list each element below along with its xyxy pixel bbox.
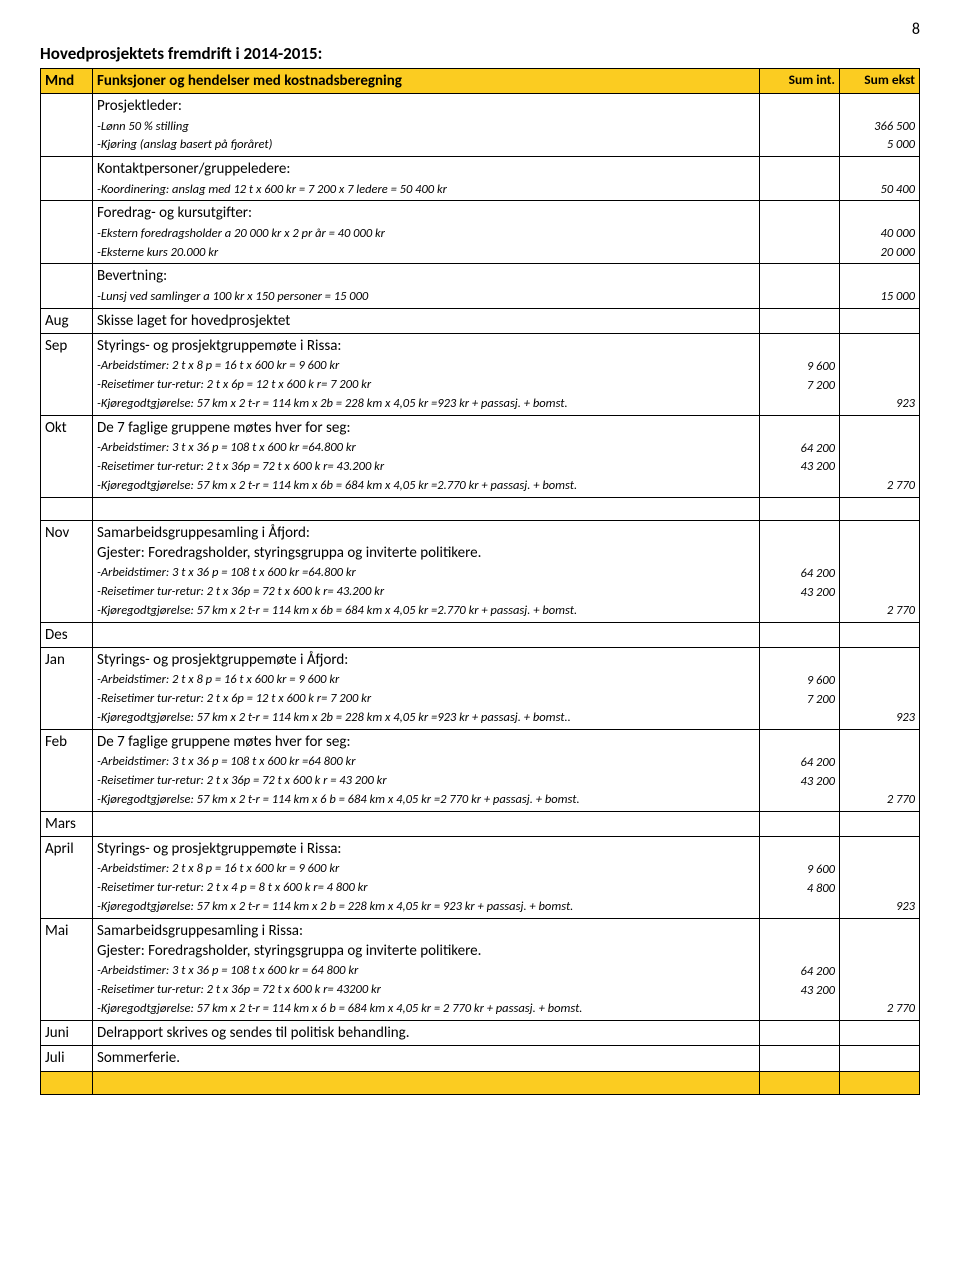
header-func: Funksjoner og hendelser med kostnadsbere… <box>93 69 760 94</box>
month-label: Mars <box>41 811 93 836</box>
row-okt: Okt De 7 faglige gruppene møtes hver for… <box>41 415 920 497</box>
header-sum-int: Sum int. <box>760 69 840 94</box>
section-head: Samarbeidsgruppesamling i Rissa: <box>97 921 755 941</box>
value: 9 600 4 800 <box>807 862 835 896</box>
section-head: De 7 faglige gruppene møtes hver for seg… <box>97 732 755 752</box>
line-item: -Reisetimer tur-retur: 2 t x 36p = 72 t … <box>97 584 384 599</box>
row-nov: Nov Samarbeidsgruppesamling i Åfjord: Gj… <box>41 520 920 622</box>
section-head: Delrapport skrives og sendes til politis… <box>97 1023 755 1043</box>
value: 2 770 <box>887 603 915 618</box>
value: 9 600 7 200 <box>807 673 835 707</box>
section-head: Kontaktpersoner/gruppeledere: <box>97 159 755 179</box>
value: 2 770 <box>887 1001 915 1016</box>
section-head: Styrings- og prosjektgruppemøte i Rissa: <box>97 839 755 859</box>
row-feb: Feb De 7 faglige gruppene møtes hver for… <box>41 729 920 811</box>
month-label: Okt <box>41 415 93 497</box>
value: 64 200 43 200 <box>800 441 835 475</box>
month-label: Aug <box>41 308 93 333</box>
row-footer <box>41 1071 920 1094</box>
line-item: -Kjøregodtgjørelse: 57 km x 2 t-r = 114 … <box>97 792 580 807</box>
month-label: April <box>41 837 93 919</box>
month-label: Sep <box>41 333 93 415</box>
section-head: Samarbeidsgruppesamling i Åfjord: <box>97 523 755 543</box>
month-label: Mai <box>41 918 93 1020</box>
row-jan: Jan Styrings- og prosjektgruppemøte i Åf… <box>41 648 920 730</box>
value: 9 600 7 200 <box>807 359 835 393</box>
month-label: Nov <box>41 520 93 622</box>
page-number: 8 <box>40 20 920 39</box>
section-head: Prosjektleder: <box>97 96 755 116</box>
line-item: -Arbeidstimer: 3 t x 36 p = 108 t x 600 … <box>97 565 356 580</box>
row-april: April Styrings- og prosjektgruppemøte i … <box>41 837 920 919</box>
month-label: Juni <box>41 1021 93 1046</box>
month-label: Juli <box>41 1046 93 1071</box>
line-item: -Reisetimer tur-retur: 2 t x 6p = 12 t x… <box>97 691 371 706</box>
section-sub: Gjester: Foredragsholder, styringsgruppa… <box>97 941 755 961</box>
line-item: -Reisetimer tur-retur: 2 t x 36p = 72 t … <box>97 773 387 788</box>
row-mars: Mars <box>41 811 920 836</box>
header-mnd: Mnd <box>41 69 93 94</box>
month-label: Jan <box>41 648 93 730</box>
section-sub: Gjester: Foredragsholder, styringsgruppa… <box>97 543 755 563</box>
value: 2 770 <box>887 478 915 493</box>
section-head: Foredrag- og kursutgifter: <box>97 203 755 223</box>
line-item: -Arbeidstimer: 2 t x 8 p = 16 t x 600 kr… <box>97 358 339 373</box>
line-item: -Lunsj ved samlinger a 100 kr x 150 pers… <box>97 289 368 304</box>
line-item: -Arbeidstimer: 3 t x 36 p = 108 t x 600 … <box>97 440 356 455</box>
row-foredrag: Foredrag- og kursutgifter: -Ekstern fore… <box>41 201 920 264</box>
month-label: Feb <box>41 729 93 811</box>
line-item: -Kjøregodtgjørelse: 57 km x 2 t-r = 114 … <box>97 478 577 493</box>
line-item: -Koordinering: anslag med 12 t x 600 kr … <box>97 182 447 197</box>
line-item: -Ekstern foredragsholder a 20 000 kr x 2… <box>97 226 385 241</box>
line-item: -Eksterne kurs 20.000 kr <box>97 245 218 260</box>
value: 366 500 5 000 <box>874 119 915 153</box>
row-juni: Juni Delrapport skrives og sendes til po… <box>41 1021 920 1046</box>
section-head: Sommerferie. <box>97 1048 755 1068</box>
row-empty <box>41 497 920 520</box>
line-item: -Arbeidstimer: 2 t x 8 p = 16 t x 600 kr… <box>97 672 339 687</box>
row-bevertning: Bevertning: -Lunsj ved samlinger a 100 k… <box>41 264 920 308</box>
row-juli: Juli Sommerferie. <box>41 1046 920 1071</box>
value: 40 000 20 000 <box>880 226 915 260</box>
line-item: -Reisetimer tur-retur: 2 t x 6p = 12 t x… <box>97 377 371 392</box>
row-sep: Sep Styrings- og prosjektgruppemøte i Ri… <box>41 333 920 415</box>
line-item: -Kjøregodtgjørelse: 57 km x 2 t-r = 114 … <box>97 1001 582 1016</box>
month-label: Des <box>41 622 93 647</box>
section-head: Skisse laget for hovedprosjektet <box>97 311 755 331</box>
line-item: -Reisetimer tur-retur: 2 t x 36p = 72 t … <box>97 459 384 474</box>
line-item: -Kjøregodtgjørelse: 57 km x 2 t-r = 114 … <box>97 396 568 411</box>
line-item: -Kjøring (anslag basert på fjoråret) <box>97 137 272 152</box>
row-aug: Aug Skisse laget for hovedprosjektet <box>41 308 920 333</box>
header-sum-ekst: Sum ekst <box>840 69 920 94</box>
value: 923 <box>896 396 915 411</box>
line-item: -Kjøregodtgjørelse: 57 km x 2 t-r = 114 … <box>97 899 573 914</box>
line-item: -Arbeidstimer: 3 t x 36 p = 108 t x 600 … <box>97 963 358 978</box>
value: 64 200 43 200 <box>800 964 835 998</box>
row-mai: Mai Samarbeidsgruppesamling i Rissa: Gje… <box>41 918 920 1020</box>
value: 923 <box>896 710 915 725</box>
table-header-row: Mnd Funksjoner og hendelser med kostnads… <box>41 69 920 94</box>
value: 15 000 <box>880 289 915 304</box>
section-head: Bevertning: <box>97 266 755 286</box>
line-item: -Reisetimer tur-retur: 2 t x 36p = 72 t … <box>97 982 381 997</box>
value: 64 200 43 200 <box>800 755 835 789</box>
row-kontaktpersoner: Kontaktpersoner/gruppeledere: -Koordiner… <box>41 157 920 201</box>
line-item: -Kjøregodtgjørelse: 57 km x 2 t-r = 114 … <box>97 603 577 618</box>
value: 64 200 43 200 <box>800 566 835 600</box>
line-item: -Arbeidstimer: 3 t x 36 p = 108 t x 600 … <box>97 754 355 769</box>
document-title: Hovedprosjektets fremdrift i 2014-2015: <box>40 43 920 64</box>
value: 50 400 <box>880 182 915 197</box>
value: 2 770 <box>887 792 915 807</box>
line-item: -Kjøregodtgjørelse: 57 km x 2 t-r = 114 … <box>97 710 571 725</box>
cost-table: Mnd Funksjoner og hendelser med kostnads… <box>40 68 920 1095</box>
row-prosjektleder: Prosjektleder: -Lønn 50 % stilling -Kjør… <box>41 94 920 157</box>
line-item: -Arbeidstimer: 2 t x 8 p = 16 t x 600 kr… <box>97 861 339 876</box>
section-head: Styrings- og prosjektgruppemøte i Åfjord… <box>97 650 755 670</box>
line-item: -Lønn 50 % stilling <box>97 119 189 134</box>
row-des: Des <box>41 622 920 647</box>
value: 923 <box>896 899 915 914</box>
section-head: Styrings- og prosjektgruppemøte i Rissa: <box>97 336 755 356</box>
line-item: -Reisetimer tur-retur: 2 t x 4 p = 8 t x… <box>97 880 368 895</box>
section-head: De 7 faglige gruppene møtes hver for seg… <box>97 418 755 438</box>
